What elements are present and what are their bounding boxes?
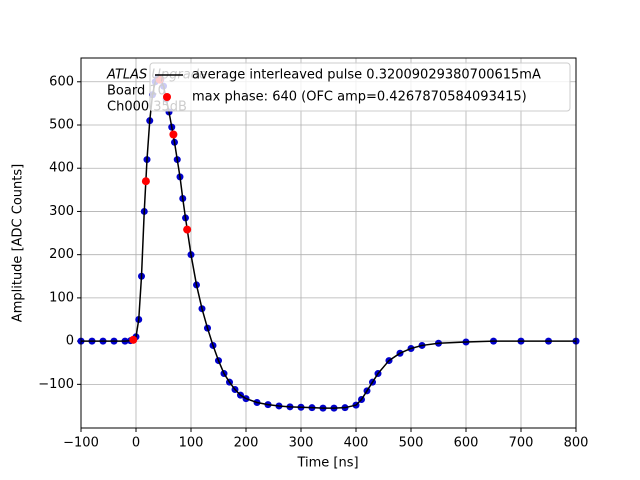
y-tick-label: 0 [66, 334, 74, 349]
x-tick-label: 800 [564, 436, 589, 451]
x-tick-label: 700 [509, 436, 534, 451]
x-axis-label: Time [ns] [296, 456, 358, 471]
x-tick-label: 500 [399, 436, 424, 451]
x-tick-label: 0 [132, 436, 140, 451]
plot-frame [80, 57, 577, 429]
y-axis-label: Amplitude [ADC Counts] [11, 164, 26, 322]
x-tick-label: 100 [179, 436, 204, 451]
x-tick-label: 300 [289, 436, 314, 451]
y-tick-label: 100 [49, 290, 74, 305]
phase-dot [183, 225, 192, 234]
y-tick-label: 600 [49, 74, 74, 89]
y-tick-label: −100 [38, 377, 74, 392]
y-tick-label: 200 [49, 247, 74, 262]
legend-label: average interleaved pulse 0.320090293807… [192, 68, 541, 83]
legend-box [149, 62, 571, 112]
x-tick-label: 600 [454, 436, 479, 451]
phase-dot [129, 335, 138, 344]
y-tick-label: 300 [49, 204, 74, 219]
phase-dot [141, 177, 150, 186]
y-tick-label: 400 [49, 161, 74, 176]
phase-dot [169, 130, 178, 139]
x-tick-label: −100 [63, 436, 99, 451]
pulse-line [81, 76, 576, 409]
legend-dot [163, 93, 171, 101]
x-tick-label: 400 [344, 436, 369, 451]
x-tick-label: 200 [234, 436, 259, 451]
legend-label: max phase: 640 (OFC amp=0.42678705840934… [192, 90, 527, 105]
y-tick-label: 500 [49, 117, 74, 132]
